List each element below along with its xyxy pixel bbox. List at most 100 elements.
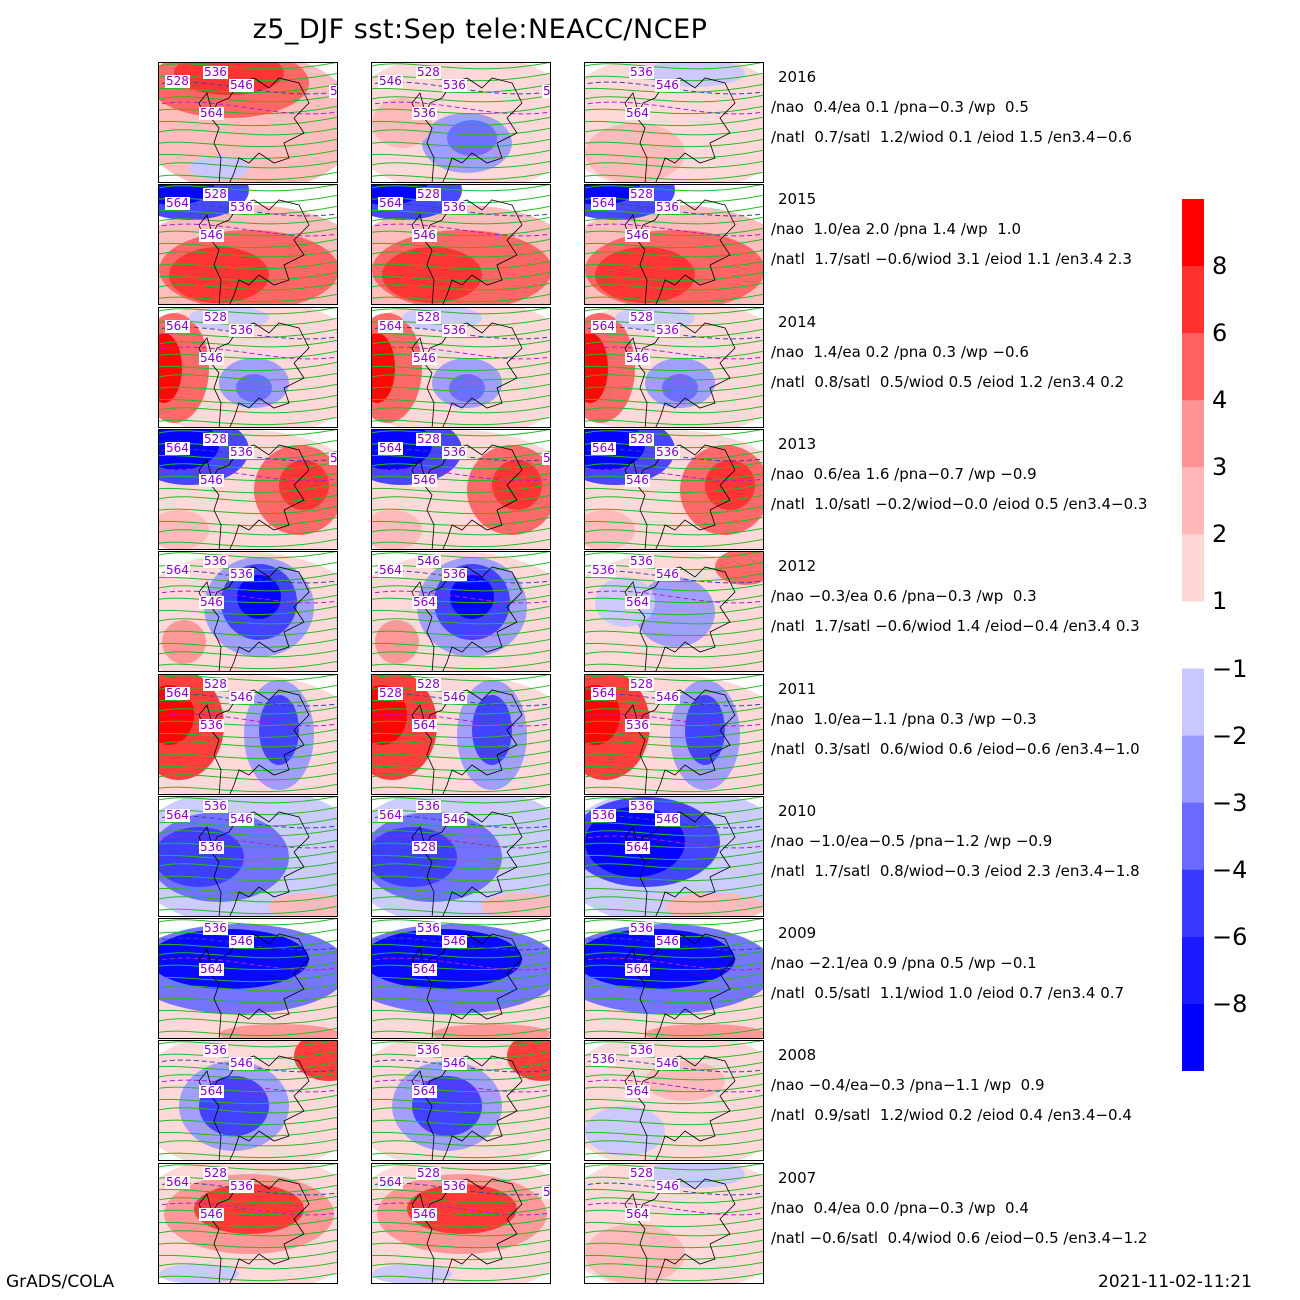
height-contour — [372, 494, 550, 503]
height-contour — [372, 1084, 550, 1093]
anomaly-shading — [450, 575, 494, 620]
contour-label: 536 — [416, 1043, 441, 1058]
height-contour — [372, 1195, 550, 1203]
contour-label: 536 — [442, 444, 467, 459]
anomaly-shading — [159, 684, 194, 745]
height-contour — [585, 372, 763, 380]
height-contour — [159, 160, 337, 169]
height-contour — [372, 250, 550, 258]
height-contour — [159, 850, 337, 860]
teleconnection-indices: /nao −0.3/ea 0.6 /pna−0.3 /wp 0.3 — [771, 587, 1037, 606]
contour-label: 536 — [629, 1043, 654, 1058]
height-contour — [159, 796, 336, 804]
height-contour — [585, 1005, 763, 1016]
contour-label: 564 — [378, 807, 403, 822]
map-panel: 528 546 564 — [584, 1162, 764, 1284]
map-panel: 546 536 564 564 — [371, 551, 551, 673]
height-contour — [585, 1073, 763, 1081]
colorbar-segment — [1182, 668, 1204, 737]
contour-label: 536 — [229, 1178, 254, 1193]
height-contour — [372, 272, 550, 282]
height-contour — [159, 1228, 337, 1236]
teleconnection-indices: /nao −1.0/ea−0.5 /pna−1.2 /wp −0.9 — [771, 831, 1053, 850]
height-contour — [372, 450, 550, 461]
year-label: 2014 — [778, 312, 817, 331]
height-contour — [585, 294, 763, 303]
coastline — [210, 199, 310, 305]
height-contour — [585, 206, 763, 216]
height-contour — [585, 405, 763, 413]
height-contour — [585, 594, 763, 604]
height-contour — [585, 796, 762, 804]
contour-label: 536 — [629, 554, 654, 569]
height-contour — [372, 1041, 549, 1048]
height-contour — [159, 1139, 337, 1147]
height-contour — [159, 883, 337, 893]
teleconnection-indices: /nao 0.4/ea 0.1 /pna−0.3 /wp 0.5 — [771, 98, 1029, 116]
coastline — [423, 199, 523, 305]
map-panel: 528 536 546 564 — [371, 306, 551, 428]
height-contour — [372, 461, 550, 470]
anomaly-shading — [236, 373, 272, 402]
height-contour — [372, 861, 550, 870]
anomaly-shading — [705, 459, 755, 510]
height-contour — [585, 552, 762, 559]
height-contour — [372, 783, 550, 792]
height-contour — [159, 250, 337, 258]
anomaly-map — [372, 63, 550, 182]
height-contour — [372, 1139, 550, 1147]
height-contour — [372, 594, 550, 604]
height-contour — [585, 983, 763, 992]
contour-label: 546 — [229, 78, 254, 92]
anomaly-map — [159, 674, 337, 794]
contour-label: 528 — [629, 187, 654, 202]
contour-label: 536 — [442, 567, 467, 582]
height-contour — [585, 105, 763, 115]
contour-label: 536 — [591, 563, 616, 578]
contour-label: 536 — [199, 717, 224, 732]
height-contour — [159, 750, 337, 759]
anomaly-map — [585, 63, 763, 182]
height-contour — [159, 717, 337, 726]
height-contour — [585, 217, 763, 225]
map-panel: 536 546 564 536 — [584, 1040, 764, 1162]
height-contour — [585, 116, 763, 127]
contour-label: 536 — [329, 451, 337, 465]
anomaly-shading — [585, 332, 608, 403]
year-label: 2007 — [778, 1168, 817, 1187]
contour-label: 528 — [412, 839, 437, 854]
height-contour — [585, 717, 763, 726]
height-contour — [372, 339, 550, 347]
height-contour — [372, 1272, 550, 1281]
height-contour — [159, 1150, 337, 1159]
height-contour — [585, 149, 763, 160]
coastline — [210, 566, 310, 672]
contour-label: 546 — [229, 689, 254, 704]
height-contour — [585, 817, 763, 827]
height-contour — [372, 483, 550, 494]
anomaly-map — [585, 1041, 763, 1161]
ocean-indices: /natl 1.7/satl 0.8/wiod−0.3 /eiod 2.3 /e… — [771, 861, 1140, 880]
anomaly-map — [159, 1163, 337, 1283]
anomaly-shading — [269, 892, 337, 916]
height-contour — [159, 1016, 337, 1025]
anomaly-shading — [219, 1024, 337, 1039]
anomaly-map — [159, 919, 337, 1039]
height-contour — [159, 239, 337, 249]
colorbar-level: −1 — [1212, 654, 1248, 683]
contour-label: 536 — [203, 554, 228, 569]
height-contour — [159, 939, 337, 950]
height-contour — [585, 1195, 763, 1203]
map-panel: 536 546 564 536 — [584, 795, 764, 917]
height-contour — [585, 185, 762, 192]
height-contour — [372, 1027, 550, 1037]
contour-label: 546 — [378, 74, 403, 88]
contour-label: 564 — [542, 85, 550, 98]
colorbar-level: −3 — [1212, 788, 1248, 817]
height-contour — [585, 1261, 763, 1269]
height-contour — [585, 1184, 763, 1194]
height-contour — [585, 1117, 763, 1126]
contour-label: 564 — [165, 685, 190, 700]
height-contour — [372, 817, 550, 827]
